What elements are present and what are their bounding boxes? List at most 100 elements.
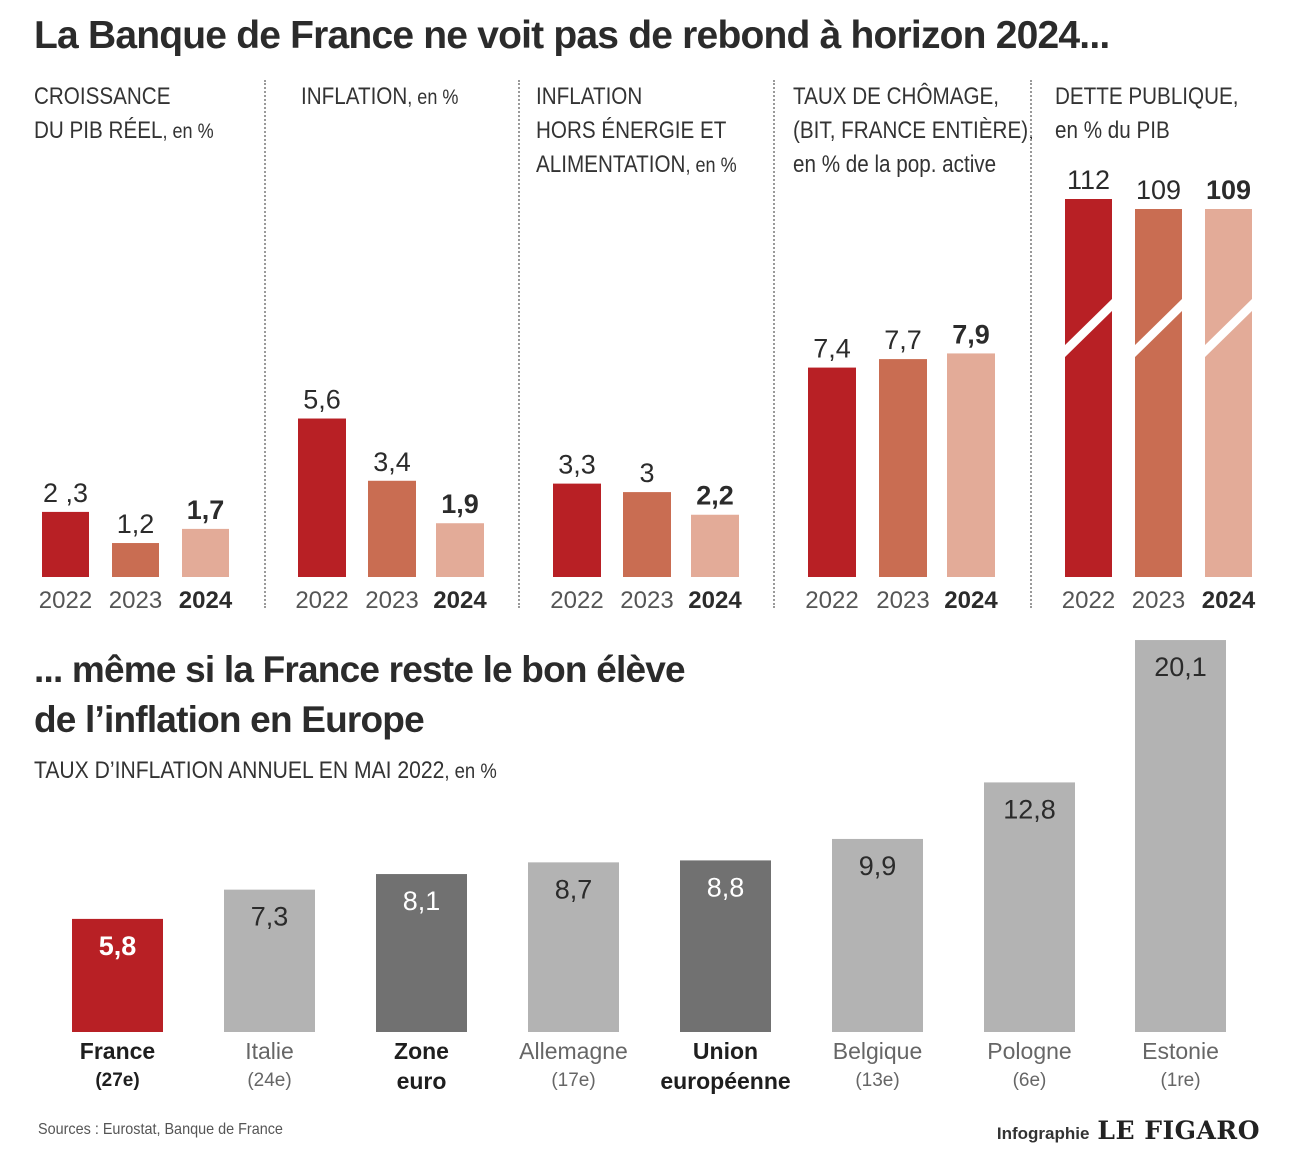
panel-inflation: INFLATION, en % 5,6 2022 3,4 2023 1,9 2024 <box>295 80 511 614</box>
value-label: 109 <box>1136 175 1181 205</box>
panel-unemployment: TAUX DE CHÔMAGE, (BIT, FRANCE ENTIÈRE), en… <box>793 80 1034 614</box>
country-rank: (13e) <box>855 1070 900 1091</box>
panel-title-unit: , en % <box>162 120 214 143</box>
bar-2022 <box>1065 199 1112 577</box>
second-title-line: ... même si la France reste le bon élève <box>34 649 686 690</box>
credit-text: Infographie <box>996 1124 1090 1143</box>
bar-2023 <box>112 543 159 577</box>
panel-title-unit: , en % <box>407 86 459 109</box>
country-name: Zone <box>394 1038 449 1064</box>
year-tick-label: 2023 <box>109 587 162 614</box>
year-tick-label: 2022 <box>295 587 348 614</box>
bar-2022 <box>808 367 856 577</box>
panel-title: DETTE PUBLIQUE, en % du PIB <box>1055 80 1239 148</box>
bar-2024 <box>436 523 484 577</box>
country-bar <box>984 782 1075 1032</box>
main-title: La Banque de France ne voit pas de rebon… <box>34 14 1110 57</box>
bar-2023 <box>623 492 671 577</box>
credit: Infographie LE FIGARO <box>997 1116 1260 1145</box>
panel-title-line: CROISSANCE <box>34 83 171 110</box>
panel-title-line: HORS ÉNERGIE ET <box>536 117 727 144</box>
country-name: Union <box>692 1038 759 1064</box>
value-label: 3,3 <box>558 450 596 480</box>
country-bar <box>224 889 315 1032</box>
bar-2022 <box>298 418 346 577</box>
country-tick-label: France (27e) <box>43 1036 193 1096</box>
value-label: 109 <box>1206 175 1251 205</box>
panel-divider <box>518 80 520 608</box>
panel-core-inflation: INFLATION HORS ÉNERGIE ET ALIMENTATION, en… <box>536 80 766 614</box>
year-tick-label: 2022 <box>1062 587 1115 614</box>
country-name: euro <box>396 1068 447 1094</box>
panel-title-line: ALIMENTATION, en % <box>536 151 737 178</box>
panel-chart: 2 ,3 2022 1,2 2023 1,7 2024 <box>39 478 233 614</box>
year-tick-label: 2022 <box>805 587 858 614</box>
second-title: ... même si la France reste le bon élève… <box>34 645 686 745</box>
panel-title-line: en % de la pop. active <box>793 151 997 178</box>
country-tick-label: Union européenne <box>651 1036 801 1096</box>
value-label: 7,9 <box>952 319 990 349</box>
panel-title: INFLATION HORS ÉNERGIE ET ALIMENTATION, en… <box>536 80 737 183</box>
country-value-label: 8,8 <box>707 872 745 902</box>
country-tick-label: Belgique (13e) <box>803 1036 953 1096</box>
bar-2024 <box>947 353 995 577</box>
value-label: 1,7 <box>187 495 225 525</box>
value-label: 5,6 <box>303 385 341 415</box>
country-value-label: 5,8 <box>99 931 137 961</box>
source-note: Sources : Eurostat, Banque de France <box>38 1121 283 1138</box>
country-value-label: 20,1 <box>1154 652 1207 682</box>
country-rank: (24e) <box>247 1070 292 1091</box>
country-tick-label: Pologne (6e) <box>955 1036 1105 1096</box>
panel-title-line: DU PIB RÉEL, en % <box>34 117 214 144</box>
country-name: Allemagne <box>519 1038 628 1064</box>
panel-divider <box>773 80 775 608</box>
axis-break-mark <box>1063 297 1114 359</box>
panel-title-line: (BIT, FRANCE ENTIÈRE), <box>793 117 1034 144</box>
value-label: 3 <box>639 458 654 488</box>
panel-title-line: INFLATION, en % <box>301 83 459 110</box>
value-label: 7,7 <box>884 325 922 355</box>
panel-title: CROISSANCE DU PIB RÉEL, en % <box>34 80 214 149</box>
bar-2023 <box>879 359 927 577</box>
axis-break-mark <box>1203 297 1254 359</box>
panel-chart: 3,3 2022 3 2023 2,2 2024 <box>550 450 742 614</box>
value-label: 3,4 <box>373 447 411 477</box>
bar-2024 <box>691 514 739 577</box>
panel-chart: 5,6 2022 3,4 2023 1,9 2024 <box>295 385 487 614</box>
country-bar <box>680 860 771 1032</box>
value-label: 2 ,3 <box>43 478 88 508</box>
country-value-label: 9,9 <box>859 851 897 881</box>
country-rank: (27e) <box>95 1070 140 1091</box>
country-tick-label: Allemagne (17e) <box>499 1036 649 1096</box>
inflation-chart-label-unit: , en % <box>444 760 497 783</box>
country-rank: (1re) <box>1160 1070 1201 1091</box>
panel-gdp-growth: CROISSANCE DU PIB RÉEL, en % 2 ,3 2022 1,2 20… <box>34 80 259 614</box>
bar-2023 <box>1135 209 1182 577</box>
panel-chart: 7,4 2022 7,7 2023 7,9 2024 <box>805 319 998 614</box>
country-name: Estonie <box>1142 1038 1219 1064</box>
country-bar <box>376 874 467 1032</box>
value-label: 1,9 <box>441 489 479 519</box>
year-tick-label: 2022 <box>550 587 603 614</box>
inflation-chart-label-text: TAUX D’INFLATION ANNUEL EN MAI 2022 <box>34 757 445 784</box>
value-label: 112 <box>1067 165 1110 195</box>
country-value-label: 8,1 <box>403 886 441 916</box>
bar-2022 <box>553 483 601 577</box>
country-name: Italie <box>245 1038 294 1064</box>
country-tick-label: Italie (24e) <box>195 1036 345 1096</box>
year-tick-label: 2022 <box>39 587 92 614</box>
panel-title-line: en % du PIB <box>1055 117 1170 144</box>
country-tick-label: Estonie (1re) <box>1106 1036 1256 1096</box>
country-name: européenne <box>660 1068 791 1094</box>
panel-title: TAUX DE CHÔMAGE, (BIT, FRANCE ENTIÈRE), en… <box>793 80 1034 182</box>
panel-chart: 112 2022 109 2023 109 2024 <box>1062 165 1256 614</box>
inflation-chart-label: TAUX D’INFLATION ANNUEL EN MAI 2022, en … <box>34 757 497 785</box>
panel-title-line: DETTE PUBLIQUE, <box>1055 83 1239 110</box>
axis-break-mark <box>1133 297 1184 359</box>
year-tick-label: 2023 <box>876 587 929 614</box>
bar-2024 <box>1205 209 1252 577</box>
country-rank: (6e) <box>1012 1070 1047 1091</box>
value-label: 7,4 <box>813 334 851 364</box>
country-name: Pologne <box>987 1038 1072 1064</box>
panel-title-unit: , en % <box>685 154 737 177</box>
